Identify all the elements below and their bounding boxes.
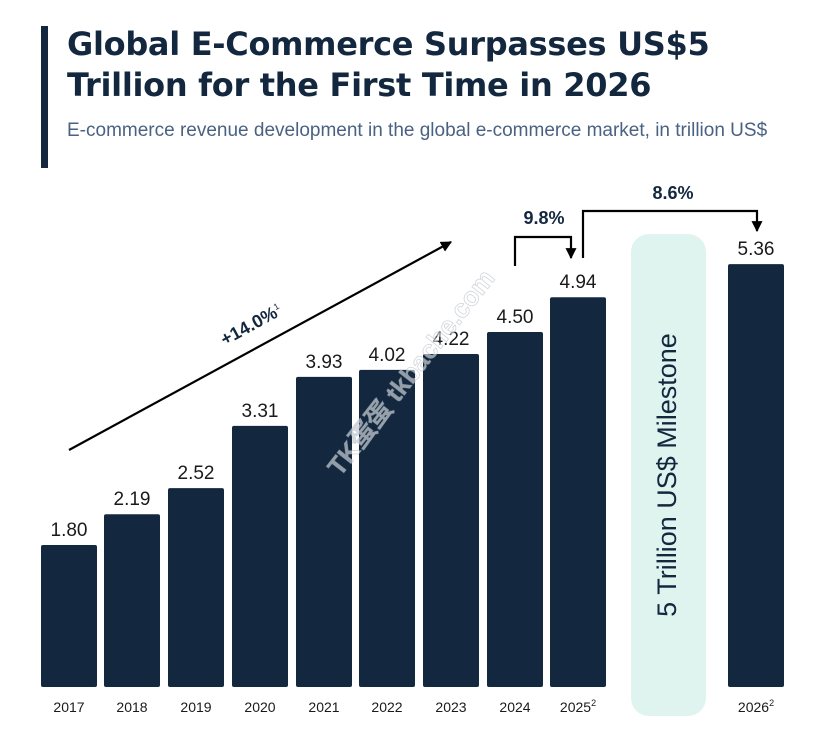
value-label-2026: 5.36 <box>738 239 775 260</box>
cagr-arrow <box>68 241 452 451</box>
bar-2017 <box>41 544 97 687</box>
x-tick-2020: 2020 <box>244 699 275 715</box>
value-label-2017: 1.80 <box>51 520 88 541</box>
bar-2024 <box>487 331 543 687</box>
x-tick-2022: 2022 <box>371 699 402 715</box>
bar-2021 <box>296 376 352 687</box>
bar-2018 <box>104 514 160 687</box>
x-tick-2017: 2017 <box>53 699 84 715</box>
value-label-2023: 4.22 <box>433 329 470 350</box>
x-tick-2021: 2021 <box>308 699 339 715</box>
chart-subtitle: E-commerce revenue development in the gl… <box>67 120 768 141</box>
x-tick-2026: 20262 <box>738 698 774 715</box>
growth-2026-label: 8.6% <box>652 183 693 203</box>
bar-2025 <box>550 297 606 687</box>
x-tick-2018: 2018 <box>116 699 147 715</box>
value-label-2024: 4.50 <box>497 307 534 328</box>
growth-2026-bracket <box>581 209 763 258</box>
growth-2025-bracket <box>513 235 577 266</box>
x-tick-2023: 2023 <box>435 699 466 715</box>
value-label-2021: 3.93 <box>306 352 343 373</box>
x-tick-2019: 2019 <box>180 699 211 715</box>
bar-2026 <box>728 264 784 687</box>
x-tick-2024: 2024 <box>499 699 530 715</box>
value-label-2020: 3.31 <box>242 401 279 422</box>
milestone-label: 5 Trillion US$ Milestone <box>652 333 682 617</box>
bar-2023 <box>423 354 479 687</box>
bar-2022 <box>359 369 415 687</box>
value-label-2022: 4.02 <box>369 345 406 366</box>
bar-2019 <box>168 488 224 687</box>
x-tick-labels-layer: 2017 2018 2019 2020 2021 2022 2023 2024 20252 202… <box>53 698 774 715</box>
value-labels-layer: 1.80 2.19 2.52 3.31 3.93 4.02 4.22 4.50 4.94 5.36 <box>51 239 775 541</box>
bars-layer: 5 Trillion US$ Milestone <box>41 234 784 716</box>
title-accent-bar <box>41 26 48 168</box>
value-label-2019: 2.52 <box>178 463 215 484</box>
value-label-2025: 4.94 <box>560 272 597 293</box>
chart-title: Global E-Commerce Surpasses US$5 Trillio… <box>67 25 710 104</box>
bar-2020 <box>232 425 288 687</box>
cagr-label: +14.0%1 <box>217 300 285 349</box>
x-tick-2025: 20252 <box>560 698 596 715</box>
milestone-band <box>631 234 706 716</box>
value-label-2018: 2.19 <box>114 489 151 510</box>
growth-2025-label: 9.8% <box>523 208 564 228</box>
